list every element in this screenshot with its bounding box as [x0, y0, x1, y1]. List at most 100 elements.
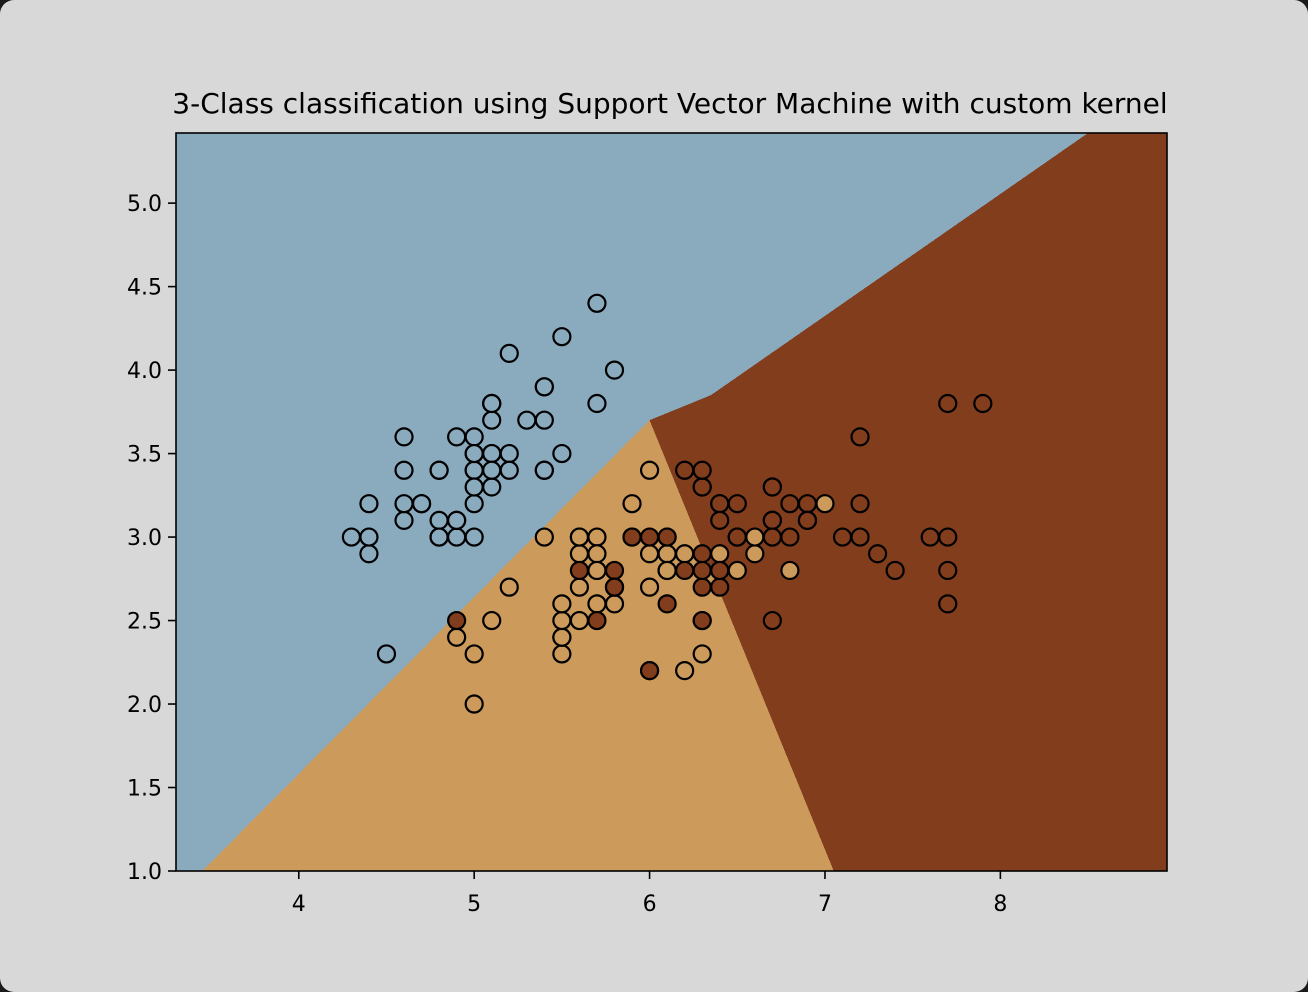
data-point-class-2 — [938, 393, 958, 414]
y-tick-label: 2.0 — [127, 693, 162, 718]
data-point-class-1 — [692, 644, 712, 664]
data-point-class-2 — [657, 594, 677, 614]
data-point-class-1 — [727, 560, 747, 581]
data-point-class-0 — [447, 527, 467, 547]
x-tick-label: 6 — [643, 892, 657, 917]
data-point-class-2 — [762, 527, 782, 547]
data-points — [341, 293, 993, 714]
data-point-class-0 — [464, 460, 484, 480]
data-point-class-1 — [815, 494, 835, 514]
data-point-class-2 — [780, 494, 800, 514]
x-tick-label: 8 — [993, 892, 1007, 917]
data-point-class-0 — [341, 527, 361, 547]
data-point-class-1 — [447, 627, 467, 647]
data-point-class-2 — [675, 460, 695, 480]
data-point-class-2 — [938, 560, 958, 581]
data-point-class-0 — [464, 443, 484, 464]
x-axis: 4 5 6 7 8 — [292, 871, 1007, 917]
data-point-class-0 — [499, 460, 519, 480]
data-point-class-2 — [569, 560, 590, 581]
data-point-class-0 — [604, 360, 625, 380]
data-point-class-2 — [710, 494, 730, 514]
y-tick-label: 1.0 — [127, 860, 162, 885]
data-point-class-2 — [639, 661, 660, 681]
y-tick-label: 3.0 — [127, 526, 162, 551]
data-point-class-2 — [587, 610, 607, 631]
data-point-class-2 — [657, 527, 677, 547]
data-point-class-0 — [534, 460, 554, 480]
data-point-class-2 — [604, 577, 625, 597]
data-point-class-2 — [639, 527, 660, 547]
data-point-class-2 — [938, 594, 958, 614]
data-point-class-0 — [482, 443, 502, 464]
data-point-class-1 — [604, 594, 625, 614]
data-point-class-0 — [587, 393, 607, 414]
data-point-class-1 — [639, 577, 660, 597]
data-point-class-0 — [552, 443, 572, 464]
data-point-class-0 — [429, 510, 449, 530]
data-point-class-0 — [394, 427, 414, 447]
data-point-class-2 — [850, 527, 870, 547]
data-point-class-0 — [394, 510, 414, 530]
data-point-class-2 — [920, 527, 940, 547]
data-point-class-0 — [447, 427, 467, 447]
data-point-class-2 — [710, 560, 730, 581]
data-point-class-2 — [710, 510, 730, 530]
data-point-class-2 — [710, 577, 730, 597]
region-class-2 — [649, 133, 1167, 871]
data-point-class-1 — [639, 544, 660, 564]
data-point-class-0 — [587, 293, 607, 313]
data-point-class-2 — [692, 560, 712, 581]
data-point-class-1 — [587, 544, 607, 564]
data-point-class-0 — [534, 410, 554, 430]
data-point-class-1 — [534, 527, 554, 547]
x-tick-label: 5 — [467, 892, 481, 917]
data-point-class-0 — [429, 460, 449, 480]
data-point-class-2 — [692, 460, 712, 480]
data-point-class-2 — [762, 610, 782, 631]
y-tick-label: 1.5 — [127, 777, 162, 802]
data-point-class-2 — [797, 494, 818, 514]
data-point-class-0 — [482, 477, 502, 497]
data-point-class-2 — [762, 477, 782, 497]
data-point-class-0 — [552, 327, 572, 347]
region-class-1 — [202, 420, 834, 871]
data-point-class-2 — [604, 560, 625, 581]
data-point-class-0 — [464, 527, 484, 547]
data-point-class-0 — [447, 510, 467, 530]
data-point-class-1 — [552, 644, 572, 664]
y-tick-label: 3.5 — [127, 443, 162, 468]
plot-frame — [175, 132, 1168, 872]
data-point-class-1 — [482, 610, 502, 631]
data-point-class-1 — [587, 560, 607, 581]
data-point-class-0 — [499, 443, 519, 464]
data-point-class-2 — [885, 560, 905, 581]
data-point-class-1 — [569, 577, 590, 597]
data-point-class-1 — [657, 560, 677, 581]
data-point-class-0 — [499, 343, 519, 363]
data-point-class-2 — [938, 527, 958, 547]
data-point-class-1 — [552, 610, 572, 631]
data-point-class-0 — [482, 393, 502, 414]
data-point-class-1 — [745, 527, 765, 547]
x-tick-label: 4 — [292, 892, 306, 917]
data-point-class-1 — [639, 460, 660, 480]
data-point-class-1 — [552, 594, 572, 614]
data-point-class-2 — [867, 544, 888, 564]
data-point-class-2 — [692, 477, 712, 497]
data-point-class-0 — [394, 460, 414, 480]
data-point-class-0 — [464, 427, 484, 447]
data-point-class-1 — [499, 577, 519, 597]
data-point-class-1 — [464, 644, 484, 664]
data-point-class-0 — [394, 494, 414, 514]
data-point-class-2 — [797, 510, 818, 530]
data-point-class-0 — [359, 494, 379, 514]
x-tick-label: 7 — [818, 892, 832, 917]
data-point-class-2 — [850, 494, 870, 514]
data-point-class-1 — [675, 544, 695, 564]
data-point-class-2 — [780, 527, 800, 547]
data-point-class-0 — [429, 527, 449, 547]
data-point-class-2 — [850, 427, 870, 447]
